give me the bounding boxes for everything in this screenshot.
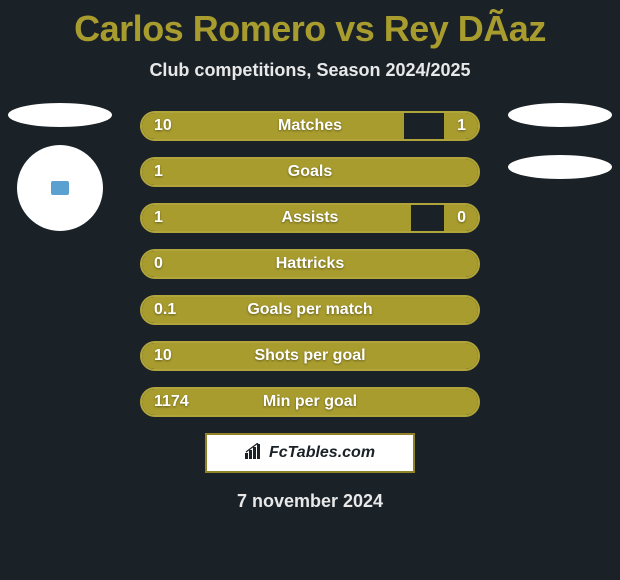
page-title: Carlos Romero vs Rey DÃ­az [0,0,620,50]
player-left-name-oval [8,103,112,127]
player-left-club-logo [17,145,103,231]
stat-row: 1174Min per goal [140,387,480,417]
stat-label: Assists [142,205,478,231]
date-text: 7 november 2024 [0,491,620,512]
player-right-column [508,103,612,179]
stat-label: Shots per goal [142,343,478,369]
player-left-column [8,103,112,231]
stat-bars: 101Matches 1Goals 10Assists 0Hattricks 0.1Go… [140,111,480,417]
club-logo-icon [51,181,69,195]
footer-brand-text: FcTables.com [269,444,375,462]
chart-icon [245,443,265,464]
stat-row: 10Assists [140,203,480,233]
subtitle: Club competitions, Season 2024/2025 [0,60,620,81]
player-right-name-oval [508,103,612,127]
footer-brand-box: FcTables.com [205,433,415,473]
stat-label: Goals [142,159,478,185]
stat-label: Matches [142,113,478,139]
player-right-club-oval [508,155,612,179]
stat-label: Goals per match [142,297,478,323]
stat-row: 10Shots per goal [140,341,480,371]
comparison-panel: 101Matches 1Goals 10Assists 0Hattricks 0.1Go… [0,111,620,417]
stat-row: 101Matches [140,111,480,141]
stat-row: 1Goals [140,157,480,187]
stat-label: Min per goal [142,389,478,415]
stat-row: 0Hattricks [140,249,480,279]
stat-label: Hattricks [142,251,478,277]
stat-row: 0.1Goals per match [140,295,480,325]
